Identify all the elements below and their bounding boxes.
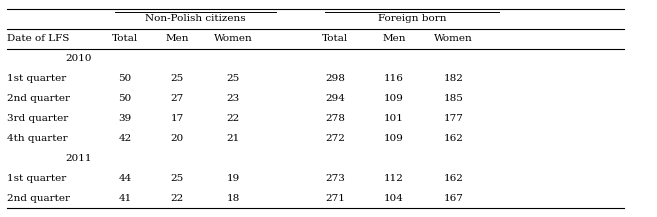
Text: Men: Men [166, 34, 189, 43]
Text: 2nd quarter: 2nd quarter [7, 194, 70, 203]
Text: 20: 20 [171, 134, 184, 143]
Text: 294: 294 [325, 94, 345, 103]
Text: 50: 50 [118, 74, 131, 83]
Text: 17: 17 [171, 114, 184, 123]
Text: 25: 25 [227, 74, 240, 83]
Text: 41: 41 [118, 194, 131, 203]
Text: 23: 23 [227, 94, 240, 103]
Text: 298: 298 [325, 74, 345, 83]
Text: 25: 25 [171, 74, 184, 83]
Text: 116: 116 [384, 74, 404, 83]
Text: 19: 19 [227, 174, 240, 183]
Text: 271: 271 [325, 194, 345, 203]
Text: 2010: 2010 [66, 54, 92, 63]
Text: Date of LFS: Date of LFS [7, 34, 69, 43]
Text: 39: 39 [118, 114, 131, 123]
Text: 109: 109 [384, 94, 404, 103]
Text: 1st quarter: 1st quarter [7, 74, 66, 83]
Text: 272: 272 [325, 134, 345, 143]
Text: 44: 44 [118, 174, 131, 183]
Text: 182: 182 [443, 74, 463, 83]
Text: 177: 177 [443, 114, 463, 123]
Text: 21: 21 [227, 134, 240, 143]
Text: 109: 109 [384, 134, 404, 143]
Text: 42: 42 [118, 134, 131, 143]
Text: Total: Total [322, 34, 348, 43]
Text: Foreign born: Foreign born [378, 14, 446, 23]
Text: 18: 18 [227, 194, 240, 203]
Text: 25: 25 [171, 174, 184, 183]
Text: 162: 162 [443, 174, 463, 183]
Text: Women: Women [434, 34, 472, 43]
Text: Non-Polish citizens: Non-Polish citizens [145, 14, 246, 23]
Text: Women: Women [214, 34, 252, 43]
Text: 273: 273 [325, 174, 345, 183]
Text: 101: 101 [384, 114, 404, 123]
Text: 104: 104 [384, 194, 404, 203]
Text: Men: Men [382, 34, 406, 43]
Text: 1st quarter: 1st quarter [7, 174, 66, 183]
Text: 3rd quarter: 3rd quarter [7, 114, 68, 123]
Text: 185: 185 [443, 94, 463, 103]
Text: 278: 278 [325, 114, 345, 123]
Text: 22: 22 [227, 114, 240, 123]
Text: 4th quarter: 4th quarter [7, 134, 67, 143]
Text: Total: Total [112, 34, 138, 43]
Text: 167: 167 [443, 194, 463, 203]
Text: 50: 50 [118, 94, 131, 103]
Text: 22: 22 [171, 194, 184, 203]
Text: 27: 27 [171, 94, 184, 103]
Text: 112: 112 [384, 174, 404, 183]
Text: 2nd quarter: 2nd quarter [7, 94, 70, 103]
Text: 162: 162 [443, 134, 463, 143]
Text: 2011: 2011 [66, 154, 92, 163]
